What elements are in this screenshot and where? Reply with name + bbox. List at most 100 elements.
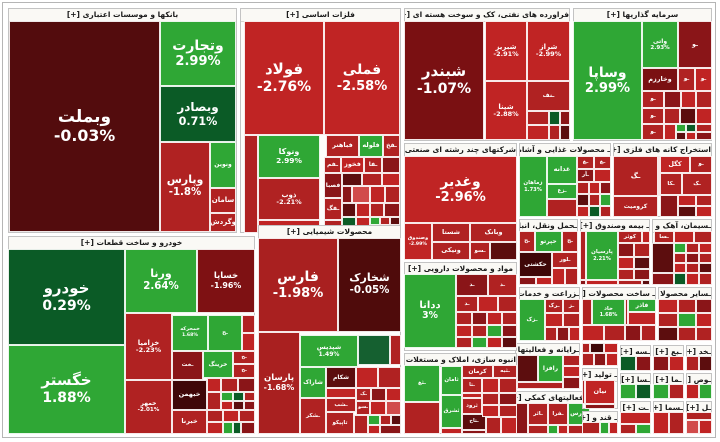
stock-tile-haml-0[interactable]: ـح	[519, 231, 535, 252]
stock-tile-ores-1[interactable]: کگل	[660, 156, 690, 173]
stock-tile-food-3[interactable]: ـغ	[577, 156, 594, 169]
stock-tile-small[interactable]	[404, 402, 440, 434]
stock-tile-small[interactable]	[380, 425, 401, 434]
stock-tile-small[interactable]	[620, 356, 636, 371]
stock-tile-small[interactable]	[642, 231, 650, 243]
stock-tile-banks-0[interactable]: وبملت -0.03%	[9, 21, 160, 232]
stock-tile-small[interactable]	[371, 388, 386, 401]
stock-tile-small[interactable]	[244, 392, 255, 401]
stock-tile-small[interactable]	[696, 124, 712, 132]
stock-tile-small[interactable]	[239, 410, 255, 422]
stock-tile-small[interactable]	[625, 325, 641, 341]
stock-tile-khodro-10[interactable]: ـخ	[233, 351, 255, 364]
stock-tile-small[interactable]	[499, 405, 517, 417]
stock-tile-small[interactable]	[652, 243, 674, 273]
stock-tile-small[interactable]	[618, 243, 634, 257]
stock-tile-small[interactable]	[658, 327, 678, 341]
stock-tile-small[interactable]	[478, 296, 498, 312]
stock-tile-small[interactable]	[696, 327, 712, 341]
stock-tile-small[interactable]	[669, 356, 684, 371]
stock-tile-realestate-7[interactable]: ـثاخ	[462, 414, 486, 430]
stock-tile-small[interactable]	[696, 91, 712, 108]
stock-tile-banks-2[interactable]: وبصادر 0.71%	[160, 86, 236, 142]
stock-tile-oil-2[interactable]: شراز -2.99%	[527, 21, 570, 81]
stock-tile-multi-3[interactable]: وبانک	[470, 223, 517, 242]
stock-tile-small[interactable]	[547, 199, 577, 217]
stock-tile-bimeh-1[interactable]: کوثر	[618, 231, 642, 243]
stock-tile-small[interactable]	[482, 378, 499, 393]
stock-tile-small[interactable]	[658, 313, 678, 327]
stock-tile-small[interactable]	[699, 356, 712, 371]
stock-tile-small[interactable]	[582, 343, 590, 353]
stock-tile-invest-6[interactable]: ـو	[642, 91, 664, 108]
stock-tile-small[interactable]	[699, 384, 712, 399]
stock-tile-small[interactable]	[238, 378, 255, 392]
stock-tile-small[interactable]	[380, 415, 391, 425]
stock-tile-small[interactable]	[625, 299, 628, 325]
stock-tile-small[interactable]	[501, 417, 517, 434]
stock-tile-chem-6[interactable]: ـشب	[326, 398, 356, 412]
stock-tile-small[interactable]	[590, 343, 604, 353]
stock-tile-small[interactable]	[669, 412, 684, 434]
stock-tile-banks-5[interactable]: سامان	[210, 188, 236, 213]
stock-tile-invest-0[interactable]: وساپا 2.99%	[573, 21, 642, 140]
stock-tile-small[interactable]	[342, 186, 352, 203]
stock-tile-small[interactable]	[486, 417, 501, 434]
stock-tile-small[interactable]	[609, 422, 618, 434]
stock-tile-metals-8[interactable]: فخوز	[341, 157, 364, 173]
stock-tile-tolid-0[interactable]: نیان	[585, 380, 615, 404]
stock-tile-small[interactable]	[618, 257, 634, 269]
stock-tile-small[interactable]	[233, 401, 244, 410]
stock-tile-pharma-0[interactable]: ددانا 3%	[404, 274, 456, 348]
stock-tile-small[interactable]	[652, 273, 674, 285]
stock-tile-realestate-0[interactable]: ـثغ	[404, 365, 440, 402]
stock-tile-small[interactable]	[674, 263, 686, 273]
stock-tile-small[interactable]	[674, 243, 686, 253]
stock-tile-small[interactable]	[563, 377, 580, 389]
stock-tile-small[interactable]	[686, 384, 699, 399]
stock-tile-small[interactable]	[527, 111, 549, 125]
stock-tile-khodro-7[interactable]: ـخ	[208, 315, 242, 351]
stock-tile-small[interactable]	[600, 206, 611, 217]
stock-tile-khodro-8[interactable]: ـخت	[172, 351, 203, 380]
stock-tile-small[interactable]	[536, 277, 552, 285]
stock-tile-metals-3[interactable]: ذوب -2.21%	[258, 178, 320, 220]
stock-tile-realestate-1[interactable]: ثامان	[441, 366, 462, 395]
stock-tile-khodro-2[interactable]: ورنا 2.64%	[125, 249, 197, 313]
stock-tile-small[interactable]	[586, 280, 618, 285]
stock-tile-small[interactable]	[557, 327, 569, 341]
stock-tile-food-4[interactable]: ـغ	[594, 156, 611, 169]
stock-tile-komaki-0[interactable]: ـائر	[528, 403, 548, 425]
stock-tile-small[interactable]	[641, 325, 656, 341]
stock-tile-oil-4[interactable]: ـنف	[527, 81, 570, 111]
stock-tile-small[interactable]	[490, 242, 517, 260]
stock-tile-small[interactable]	[589, 206, 600, 217]
stock-tile-small[interactable]	[636, 424, 651, 434]
stock-tile-small[interactable]	[589, 182, 600, 194]
stock-tile-small[interactable]	[699, 273, 712, 285]
stock-tile-chem-1[interactable]: شخارک -0.05%	[338, 238, 401, 332]
stock-tile-chem-3[interactable]: شپدیس 1.49%	[300, 335, 358, 367]
stock-tile-small[interactable]	[244, 135, 258, 233]
stock-tile-bimeh-0[interactable]: پارسیان 2.21%	[586, 231, 618, 280]
stock-tile-haml-2[interactable]: ـج	[562, 231, 578, 252]
stock-tile-realestate-3[interactable]: ـثبه	[493, 365, 517, 378]
stock-tile-small[interactable]	[699, 243, 712, 253]
stock-tile-invest-5[interactable]: ـو	[695, 68, 712, 91]
stock-tile-small[interactable]	[653, 356, 669, 371]
stock-tile-small[interactable]	[384, 203, 400, 217]
stock-tile-khodro-3[interactable]: خساپا -1.96%	[197, 249, 255, 313]
stock-tile-oil-0[interactable]: شبندر -1.07%	[404, 21, 484, 140]
stock-tile-pharma-2[interactable]: ـد	[488, 274, 517, 296]
stock-tile-small[interactable]	[560, 111, 570, 125]
stock-tile-small[interactable]	[653, 412, 669, 434]
stock-tile-small[interactable]	[242, 333, 255, 351]
stock-tile-small[interactable]	[207, 378, 221, 392]
stock-tile-small[interactable]	[636, 356, 651, 371]
stock-tile-small[interactable]	[548, 425, 558, 434]
stock-tile-small[interactable]	[699, 253, 712, 263]
stock-tile-small[interactable]	[528, 425, 548, 434]
stock-tile-small[interactable]	[221, 378, 238, 392]
stock-tile-ores-3[interactable]: ـکا	[660, 173, 682, 195]
stock-tile-khodro-0[interactable]: خودرو 0.29%	[8, 249, 125, 345]
